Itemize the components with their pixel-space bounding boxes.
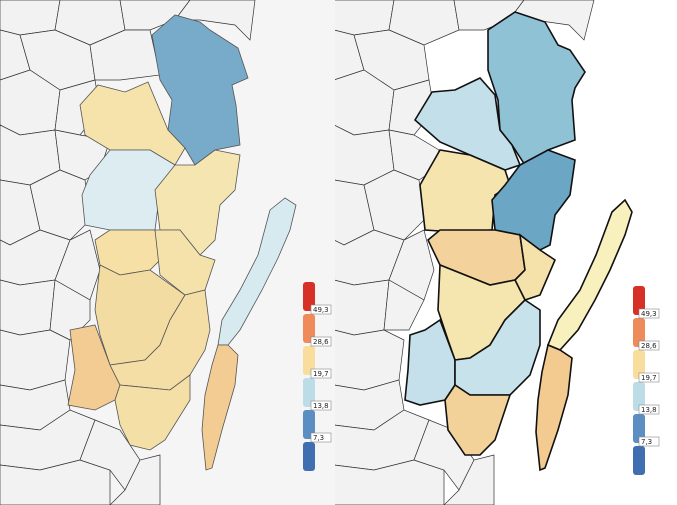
legend-swatch: [303, 346, 315, 375]
legend-tick-label: 19,7: [313, 370, 329, 378]
legend-tick-box: [638, 308, 660, 319]
region-island-south[interactable]: [535, 343, 573, 472]
map-left: 49,3 28,6 19,7 13,8 7,3: [0, 0, 332, 505]
legend-swatch: [303, 282, 315, 311]
legend-swatch: [303, 410, 315, 439]
legend-tick-label: 49,3: [313, 306, 329, 314]
region-island-north[interactable]: [217, 197, 297, 346]
region-central-east[interactable]: [154, 229, 216, 296]
legend-swatch: [633, 382, 645, 411]
map-right: 49,3 28,6 19,7 13,8 7,3: [335, 0, 660, 505]
legend-tick-box: [638, 436, 660, 447]
regions-right: [404, 11, 633, 472]
legend-tick-box: [638, 404, 660, 415]
legend-tick-label: 49,3: [641, 310, 657, 318]
legend-tick-box: [310, 304, 332, 315]
region-north-west[interactable]: [79, 81, 186, 166]
legend-left: 49,3 28,6 19,7 13,8 7,3: [303, 282, 332, 471]
map-panel-right: 49,3 28,6 19,7 13,8 7,3: [335, 0, 677, 505]
legend-tick-label: 28,6: [641, 342, 657, 350]
legend-swatch: [633, 318, 645, 347]
region-south[interactable]: [444, 383, 512, 456]
region-island-north[interactable]: [546, 198, 633, 351]
legend-swatch: [303, 378, 315, 407]
legend-tick-label: 13,8: [641, 406, 657, 414]
region-north-east[interactable]: [151, 14, 249, 166]
legend-swatch: [633, 286, 645, 315]
region-island-south[interactable]: [201, 344, 239, 471]
region-central-east[interactable]: [514, 233, 556, 301]
legend-tick-box: [638, 372, 660, 383]
map-panel-left: 49,3 28,6 19,7 13,8 7,3: [0, 0, 335, 505]
background-municipalities: [335, 0, 595, 505]
legend-tick-label: 7,3: [313, 434, 324, 442]
legend-swatch: [303, 442, 315, 471]
legend-tick-box: [638, 340, 660, 351]
legend-tick-label: 19,7: [641, 374, 657, 382]
legend-tick-label: 7,3: [641, 438, 652, 446]
legend-tick-label: 13,8: [313, 402, 329, 410]
legend-swatch: [633, 414, 645, 443]
region-south[interactable]: [114, 374, 191, 451]
legend-tick-label: 28,6: [313, 338, 329, 346]
legend-swatch: [633, 350, 645, 379]
region-north-east[interactable]: [487, 11, 586, 167]
legend-tick-box: [310, 336, 332, 347]
regions-left: [67, 14, 297, 471]
legend-swatch: [633, 446, 645, 475]
legend-swatch: [303, 314, 315, 343]
legend-tick-box: [310, 368, 332, 379]
legend-tick-box: [310, 400, 332, 411]
region-middle-east[interactable]: [154, 149, 241, 256]
legend-tick-box: [310, 432, 332, 443]
region-north-west[interactable]: [413, 77, 522, 171]
background-municipalities: [0, 0, 256, 505]
legend-right: 49,3 28,6 19,7 13,8 7,3: [633, 286, 660, 475]
region-middle-east[interactable]: [491, 149, 576, 251]
